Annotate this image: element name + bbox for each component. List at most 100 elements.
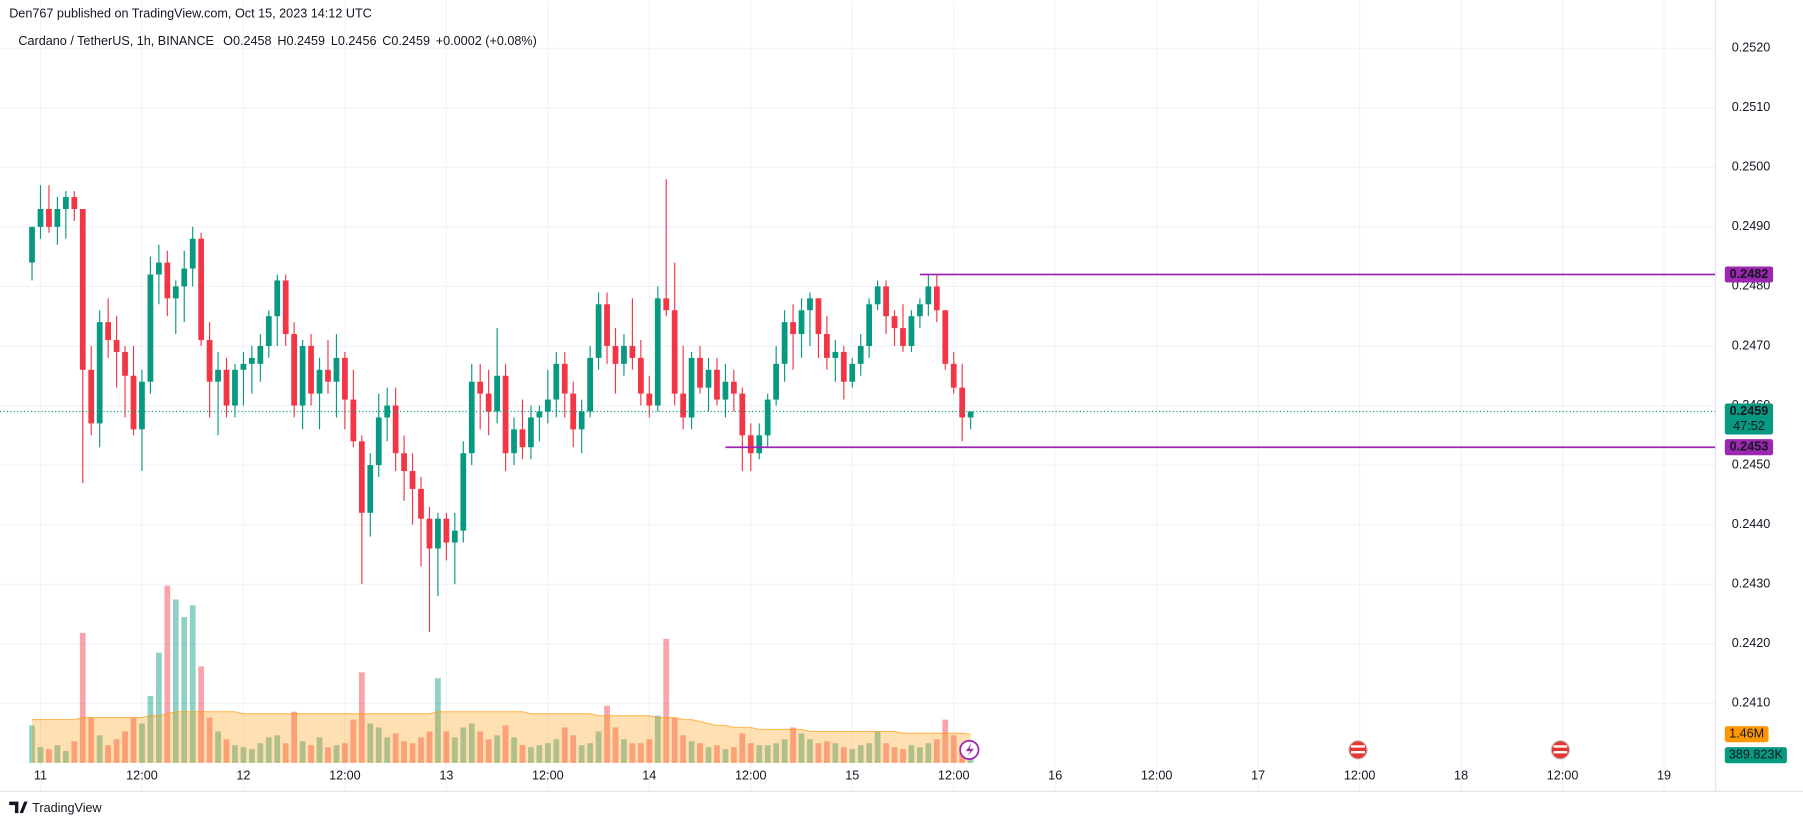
candle-body	[477, 381, 484, 394]
x-tick-label: 12:00	[126, 769, 158, 783]
symbol-title: Cardano / TetherUS, 1h, BINANCE	[18, 34, 214, 48]
volume-pane	[29, 585, 974, 763]
volume-bar	[189, 605, 196, 763]
level-price-label: 0.2453	[1730, 440, 1769, 454]
candle-body	[367, 465, 374, 513]
volume-bar	[637, 743, 644, 763]
candle-body	[333, 357, 340, 382]
candle-body	[544, 399, 551, 412]
volume-bar	[570, 735, 577, 763]
legend-key: C	[382, 34, 391, 48]
candle-body	[460, 453, 467, 531]
candle-body	[37, 208, 44, 227]
volume-bar	[705, 747, 712, 763]
volume-bar	[206, 717, 213, 763]
volume-bar	[96, 735, 103, 763]
legend-value: 0.2458	[233, 34, 272, 48]
candle-body	[54, 208, 61, 227]
candle-body	[274, 280, 281, 317]
candle-body	[874, 286, 881, 305]
candle-body	[409, 471, 416, 489]
y-tick-label: 0.2420	[1732, 636, 1771, 650]
candle-body	[215, 369, 221, 382]
flag-stripe	[1351, 751, 1365, 754]
volume-bar	[291, 711, 298, 763]
x-tick-label: 12:00	[1141, 769, 1173, 783]
flag-stripe	[1351, 745, 1365, 748]
volume-label: 389.823K	[1729, 748, 1784, 762]
volume-bar	[350, 719, 357, 763]
candle-body	[358, 441, 365, 513]
volume-bar	[384, 737, 391, 763]
candle-body	[181, 268, 188, 287]
event-icon[interactable]	[1550, 740, 1571, 760]
volume-bar	[933, 739, 940, 763]
volume-bar	[468, 723, 475, 763]
volume-bar	[62, 751, 69, 763]
volume-bar	[544, 743, 551, 763]
candle-body	[815, 298, 822, 335]
volume-bar	[401, 741, 407, 763]
candle-body	[198, 238, 205, 341]
volume-bar	[477, 731, 484, 763]
candle-body	[857, 345, 864, 364]
candle-body	[671, 310, 678, 394]
publish-note: Den767 published on TradingView.com, Oct…	[9, 6, 372, 20]
volume-bar	[790, 727, 796, 763]
candle-body	[130, 375, 137, 430]
candle-body	[494, 375, 500, 412]
candle-body	[595, 304, 602, 358]
volume-bar	[502, 725, 509, 763]
candle-body	[342, 357, 348, 400]
volume-bar	[325, 747, 331, 763]
candle-body	[764, 399, 771, 436]
candle-body	[773, 363, 780, 400]
candle-body	[578, 411, 585, 430]
volume-bar	[451, 737, 458, 763]
footer-brand: TradingView	[32, 801, 102, 815]
volume-bar	[815, 743, 822, 763]
axes: 0.24100.24200.24300.24400.24500.24600.24…	[34, 41, 1787, 783]
candle-body	[714, 369, 720, 400]
volume-bar	[773, 743, 780, 763]
candle-body	[790, 322, 796, 335]
y-tick-label: 0.2410	[1732, 696, 1771, 710]
volume-bar	[925, 743, 932, 763]
legend-change: +0.0002 (+0.08%)	[436, 34, 537, 48]
candle-body	[350, 399, 357, 442]
volume-bar	[274, 735, 281, 763]
candle-body	[88, 369, 95, 424]
candle-body	[959, 387, 966, 418]
candle-body	[891, 316, 898, 329]
volume-bar	[714, 745, 720, 763]
x-tick-label: 12	[236, 769, 250, 783]
candle-body	[325, 369, 331, 382]
x-tick-label: 12:00	[938, 769, 970, 783]
volume-bar	[29, 725, 35, 763]
volume-bar	[181, 617, 188, 763]
volume-bar	[240, 747, 247, 763]
volume-bar	[71, 741, 78, 763]
candle-body	[113, 340, 120, 352]
candle-body	[561, 363, 568, 394]
volume-bar	[528, 747, 534, 763]
volume-bar	[333, 745, 340, 763]
volume-box	[1724, 747, 1787, 764]
x-tick-label: 17	[1251, 769, 1265, 783]
y-tick-label: 0.2440	[1732, 517, 1771, 531]
candle-body	[511, 429, 517, 454]
candle-body	[46, 208, 52, 227]
volume-bar	[739, 733, 746, 763]
volume-bar	[646, 739, 653, 763]
legend-value: 0.2456	[338, 34, 377, 48]
overlays	[0, 273, 1716, 449]
event-icon[interactable]	[1348, 740, 1368, 760]
volume-bar	[900, 749, 906, 763]
candle-body	[443, 518, 450, 543]
candle-body	[468, 381, 475, 454]
legend-value: 0.2459	[391, 34, 430, 48]
volume-bar	[367, 723, 374, 763]
volume-bar	[418, 737, 424, 763]
x-tick-label: 18	[1454, 769, 1468, 783]
